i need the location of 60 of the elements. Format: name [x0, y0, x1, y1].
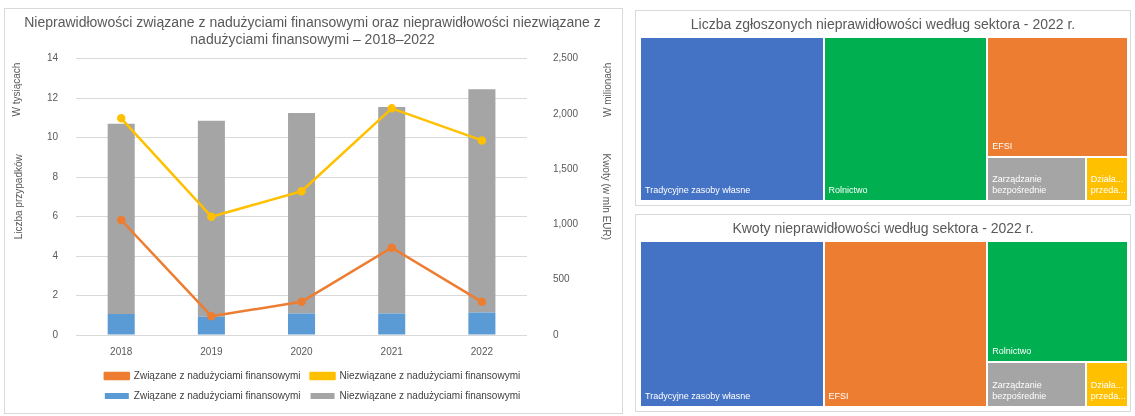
x-tick-label: 2018 — [110, 345, 133, 357]
bar — [378, 313, 406, 335]
y2-tick-label: 2,500 — [552, 52, 579, 64]
bar — [107, 123, 135, 314]
category-label: Zarządzanie bezpośrednie — [992, 379, 1048, 402]
point — [387, 104, 396, 113]
x-tick-label: 2021 — [380, 345, 404, 357]
point — [116, 215, 126, 225]
legend-label: Związane z nadużyciami finansowymi — [133, 369, 301, 381]
text: Liczba zgłoszonych nieprawidłowości według sektora - 2022 r. — [689, 15, 1077, 32]
y-tick-label: 12 — [47, 91, 59, 103]
bar — [468, 89, 496, 313]
bar — [378, 106, 406, 314]
text: W milionach — [601, 62, 613, 118]
bar — [288, 112, 316, 314]
point — [477, 136, 487, 145]
category-label: Tradycyjne zasoby własne — [645, 185, 752, 196]
category-label: Działa... przeda... — [1090, 379, 1126, 402]
legend-label: Związane z nadużyciami finansowymi — [133, 389, 301, 401]
category-label: EFSI — [828, 391, 850, 402]
x-tick-label: 2020 — [290, 345, 314, 357]
y-tick-label: 0 — [52, 328, 59, 340]
y2-axis-title: Kwoty (w mln EUR) — [601, 153, 613, 241]
chart-title: Nieprawidłowości związane z nadużyciami finansowymi oraz nieprawidłowości niezwiązane z nadużyciami finansowymi – 2018–2022 — [24, 14, 601, 48]
y2-tick-label: 500 — [552, 273, 571, 285]
category-label: Rolnictwo — [992, 345, 1033, 357]
category-label: Zarządzanie bezpośrednie — [992, 173, 1048, 196]
category-label: Rolnictwo — [828, 185, 869, 196]
y2-tick-label: 1,500 — [552, 162, 579, 174]
point — [116, 114, 126, 123]
bar — [197, 316, 225, 335]
y-tick-label: 14 — [47, 52, 59, 64]
legend-label: Niezwiązane z nadużyciami finansowymi — [339, 389, 521, 401]
y-tick-label: 6 — [52, 210, 59, 222]
legend-label: Niezwiązane z nadużyciami finansowymi — [339, 369, 521, 381]
text: Kwoty nieprawidłowości według sektora - 2022 r. — [731, 219, 1035, 236]
point — [477, 297, 487, 307]
x-tick-label: 2019 — [200, 345, 223, 357]
point — [297, 187, 306, 196]
point — [207, 311, 216, 321]
point — [207, 212, 216, 221]
point — [387, 243, 396, 252]
y-tick-label: 8 — [52, 170, 59, 182]
category-label: EFSI — [992, 140, 1014, 152]
y2-tick-label: 1,000 — [552, 218, 579, 230]
y2-tick-label: 2,000 — [552, 107, 579, 119]
bar — [468, 312, 496, 335]
category-label: Działa... przeda... — [1090, 173, 1126, 196]
y-tick-label: 2 — [52, 289, 59, 301]
y-axis-title: Liczba przypadków — [12, 153, 24, 240]
category-label: Tradycyjne zasoby własne — [645, 391, 752, 402]
text: W tysiącach — [10, 62, 22, 117]
point — [297, 297, 306, 307]
y2-tick-label: 0 — [552, 328, 559, 340]
x-tick-label: 2022 — [470, 345, 494, 357]
bar — [197, 120, 225, 317]
bar — [107, 313, 135, 335]
y-tick-label: 4 — [52, 249, 59, 261]
bar — [288, 313, 316, 335]
y-tick-label: 10 — [47, 131, 59, 143]
